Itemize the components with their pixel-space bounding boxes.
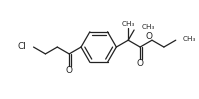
Text: O: O — [66, 66, 73, 75]
Text: CH₃: CH₃ — [122, 20, 135, 27]
Text: O: O — [137, 59, 144, 68]
Text: CH₃: CH₃ — [142, 24, 155, 30]
Text: Cl: Cl — [18, 42, 27, 51]
Text: O: O — [145, 32, 153, 41]
Text: CH₃: CH₃ — [183, 36, 196, 42]
